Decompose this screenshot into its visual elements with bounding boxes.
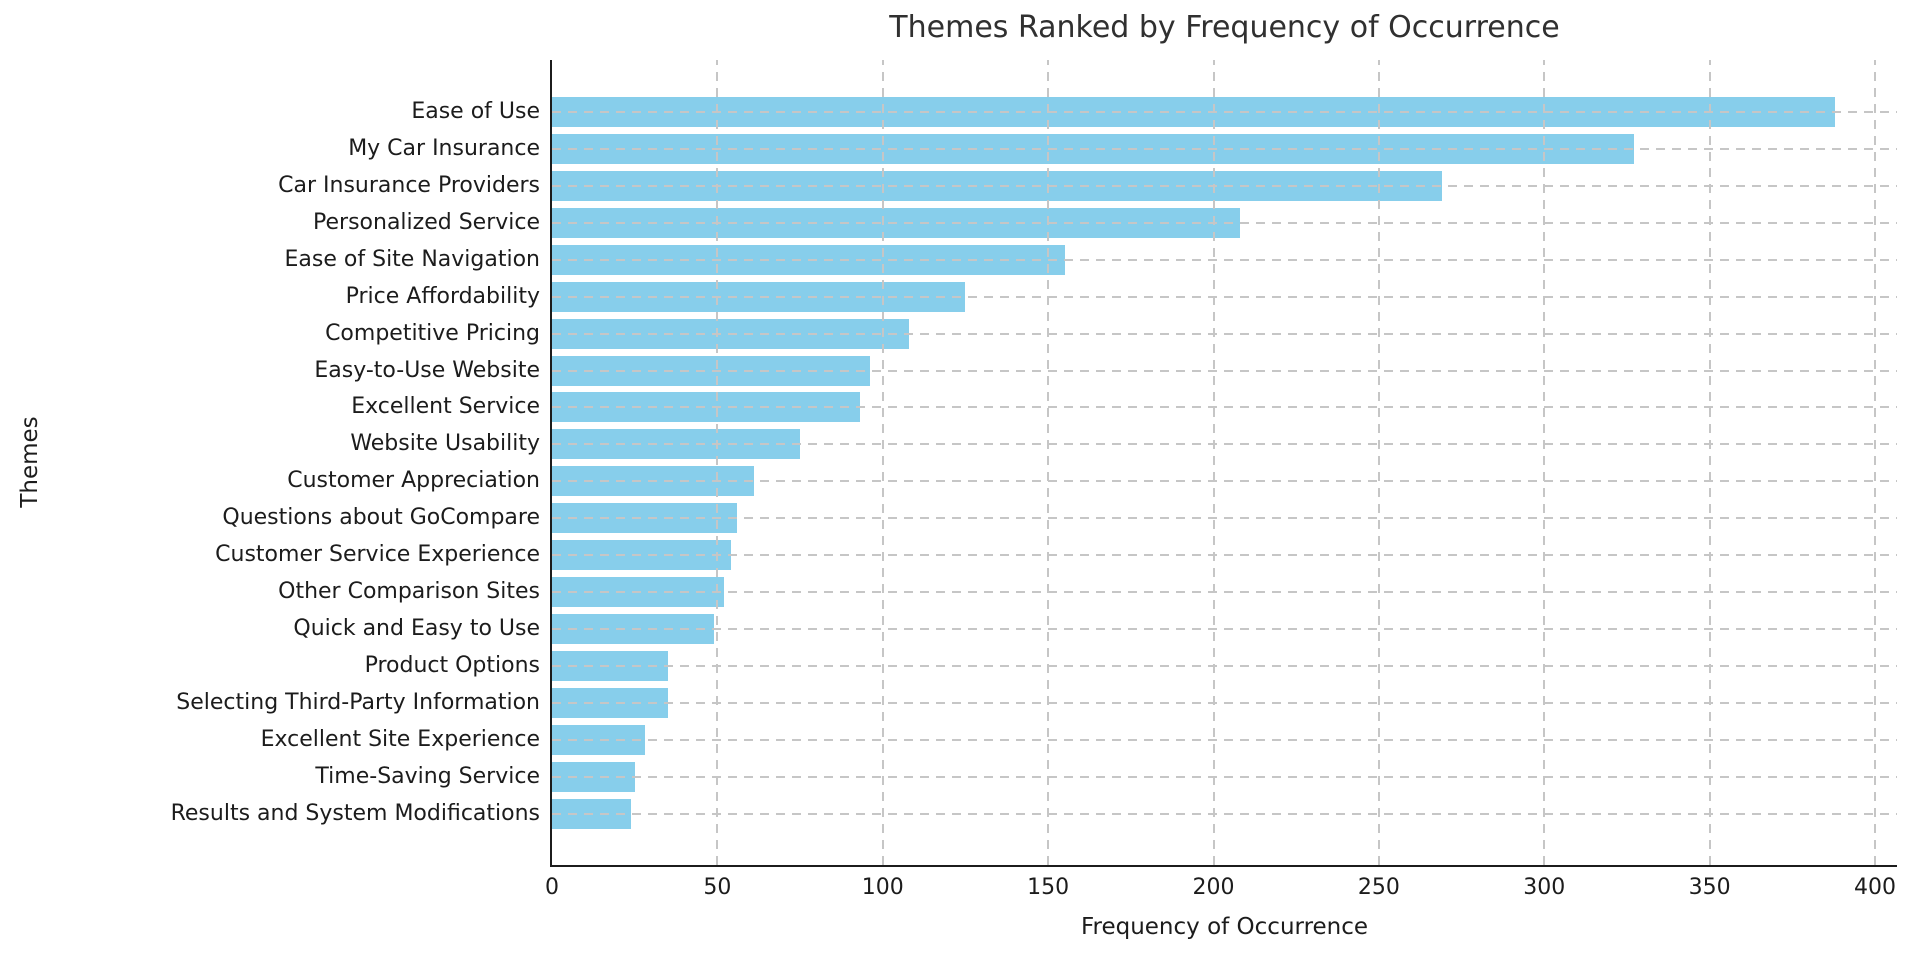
gridline-horizontal — [552, 664, 1897, 667]
category-label: Personalized Service — [313, 209, 540, 235]
category-label: Selecting Third-Party Information — [176, 689, 540, 715]
gridline-horizontal — [552, 147, 1897, 150]
gridline-horizontal — [552, 738, 1897, 741]
gridline-horizontal — [552, 221, 1897, 224]
gridline-horizontal — [552, 332, 1897, 335]
category-label: Time-Saving Service — [315, 763, 540, 789]
x-tick-label: 250 — [1357, 875, 1400, 900]
gridline-vertical — [881, 60, 884, 865]
y-axis-spine — [550, 60, 552, 867]
gridline-vertical — [1377, 60, 1380, 865]
x-axis-spine — [550, 865, 1897, 867]
category-label: Excellent Site Experience — [260, 726, 540, 752]
category-label: Ease of Site Navigation — [284, 246, 540, 272]
gridline-horizontal — [552, 369, 1897, 372]
category-label: Car Insurance Providers — [278, 172, 540, 198]
category-label: Customer Service Experience — [215, 542, 540, 568]
gridline-horizontal — [552, 111, 1897, 113]
x-tick-label: 50 — [703, 875, 732, 900]
category-label: My Car Insurance — [348, 135, 540, 161]
x-tick-label: 350 — [1688, 875, 1731, 900]
gridline-horizontal — [552, 812, 1897, 815]
gridline-horizontal — [552, 480, 1897, 483]
gridline-horizontal — [552, 628, 1897, 631]
gridline-horizontal — [552, 406, 1897, 409]
x-tick-label: 150 — [1027, 875, 1070, 900]
x-tick-label: 0 — [545, 875, 559, 900]
gridline-vertical — [716, 60, 719, 865]
x-axis-label: Frequency of Occurrence — [1080, 914, 1369, 940]
gridline-vertical — [1047, 60, 1050, 865]
gridline-vertical — [1708, 60, 1711, 865]
category-label: Ease of Use — [411, 99, 540, 124]
category-label: Excellent Service — [351, 394, 540, 420]
gridline-vertical — [1874, 60, 1876, 865]
category-label: Easy-to-Use Website — [314, 357, 540, 383]
gridline-horizontal — [552, 554, 1897, 557]
gridline-horizontal — [552, 258, 1897, 261]
x-tick-label: 100 — [861, 875, 904, 900]
gridline-horizontal — [552, 184, 1897, 187]
chart-title: Themes Ranked by Frequency of Occurrence — [889, 10, 1560, 45]
gridline-horizontal — [552, 591, 1897, 594]
plot-area — [552, 60, 1897, 865]
gridline-horizontal — [552, 701, 1897, 704]
category-label: Product Options — [364, 652, 540, 678]
category-label: Customer Appreciation — [287, 468, 540, 494]
category-label: Quick and Easy to Use — [293, 616, 540, 642]
category-label: Other Comparison Sites — [278, 579, 540, 605]
gridline-vertical — [1212, 60, 1215, 865]
category-label: Website Usability — [350, 431, 540, 457]
gridline-horizontal — [552, 295, 1897, 298]
gridline-horizontal — [552, 775, 1897, 778]
x-tick-label: 400 — [1854, 875, 1896, 900]
gridline-horizontal — [552, 443, 1897, 446]
x-tick-label: 300 — [1523, 875, 1566, 900]
category-label: Competitive Pricing — [325, 320, 540, 346]
category-label: Questions about GoCompare — [222, 505, 540, 531]
category-label: Price Affordability — [345, 283, 540, 309]
category-label: Results and System Modifications — [170, 800, 540, 826]
gridline-vertical — [1543, 60, 1546, 865]
x-tick-label: 200 — [1192, 875, 1235, 900]
gridline-horizontal — [552, 517, 1897, 520]
